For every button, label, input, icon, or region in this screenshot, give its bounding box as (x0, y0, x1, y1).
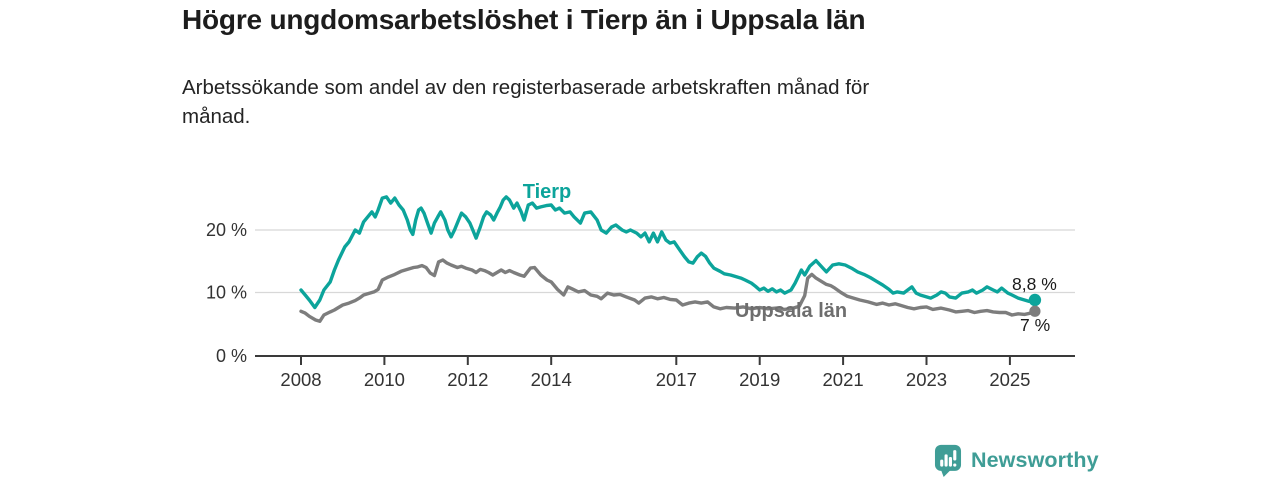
x-tick-label: 2025 (989, 369, 1030, 390)
x-tick-label: 2023 (906, 369, 947, 390)
x-axis-ticks (300, 357, 1011, 365)
brand-footer: Newsworthy (933, 444, 1099, 477)
y-tick-label: 20 % (206, 220, 247, 240)
x-tick-label: 2014 (531, 369, 572, 390)
end-value-label-tierp: 8,8 % (1012, 274, 1057, 294)
end-value-label-uppsala: 7 % (1020, 315, 1050, 335)
x-tick-label: 2012 (447, 369, 488, 390)
x-tick-label: 2008 (280, 369, 321, 390)
y-axis-tick-labels: 0 % 10 % 20 % (206, 220, 247, 366)
end-dot-uppsala (1029, 305, 1041, 317)
x-tick-label: 2021 (823, 369, 864, 390)
series-label-tierp: Tierp (523, 181, 572, 203)
brand-name: Newsworthy (971, 447, 1099, 472)
x-axis-tick-labels: 2008 2010 2012 2014 2017 2019 2021 2023 2025 (280, 369, 1030, 390)
series-line-tierp (299, 195, 1037, 310)
series-lines (299, 195, 1037, 323)
x-tick-label: 2019 (739, 369, 780, 390)
x-tick-label: 2010 (364, 369, 405, 390)
newsworthy-logo-icon (934, 444, 962, 477)
series-line-uppsala (299, 258, 1037, 323)
page-title: Högre ungdomsarbetslöshet i Tierp än i U… (182, 4, 866, 35)
chart-subtitle: Arbetssökande som andel av den registerb… (182, 76, 870, 129)
y-tick-label: 0 % (216, 346, 247, 366)
series-end-dots (1028, 293, 1042, 317)
series-label-uppsala: Uppsala län (735, 300, 847, 322)
end-dot-tierp (1028, 293, 1042, 307)
x-tick-label: 2017 (656, 369, 697, 390)
y-tick-label: 10 % (206, 283, 247, 303)
